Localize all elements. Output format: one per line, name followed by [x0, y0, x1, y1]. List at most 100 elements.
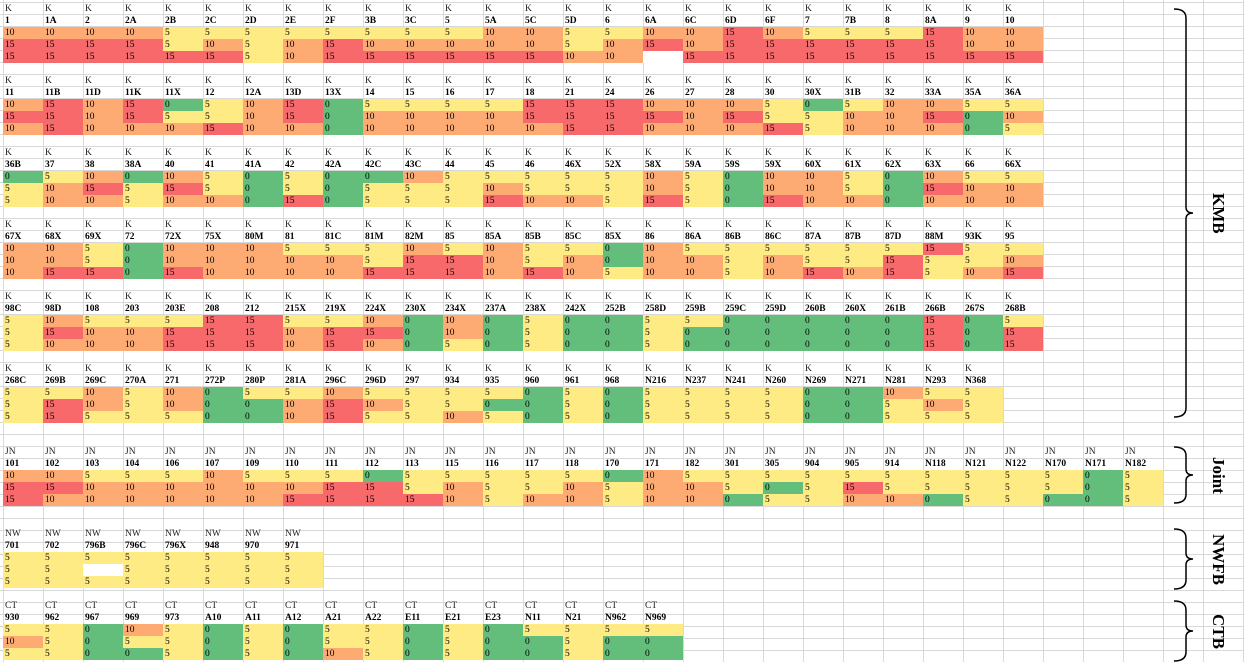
value-cell[interactable]: 5 [443, 387, 483, 399]
operator-cell[interactable]: K [845, 292, 852, 302]
route-cell[interactable]: N170 [1045, 459, 1067, 469]
route-cell[interactable]: N182 [1125, 459, 1147, 469]
operator-cell[interactable]: K [525, 292, 532, 302]
route-cell[interactable]: 62X [885, 160, 902, 170]
route-cell[interactable]: 961 [565, 376, 580, 386]
route-cell[interactable]: 85 [445, 232, 455, 242]
value-cell[interactable]: 0 [843, 315, 883, 327]
value-cell[interactable]: 10 [283, 39, 323, 51]
value-cell[interactable]: 5 [243, 39, 283, 51]
value-cell[interactable]: 10 [123, 482, 163, 494]
operator-cell[interactable]: K [405, 220, 412, 230]
value-cell[interactable]: 5 [443, 470, 483, 482]
operator-cell[interactable]: K [45, 76, 52, 86]
route-cell[interactable]: 6C [685, 16, 697, 26]
value-cell[interactable]: 15 [363, 327, 403, 339]
value-cell[interactable]: 5 [883, 399, 923, 411]
value-cell[interactable]: 10 [563, 255, 603, 267]
route-cell[interactable]: 969 [125, 613, 140, 623]
value-cell[interactable]: 10 [763, 171, 803, 183]
value-cell[interactable]: 5 [1043, 470, 1083, 482]
value-cell[interactable]: 15 [443, 51, 483, 63]
value-cell[interactable]: 5 [123, 183, 163, 195]
value-cell[interactable]: 15 [363, 51, 403, 63]
operator-cell[interactable]: K [725, 364, 732, 374]
value-cell[interactable]: 5 [83, 411, 123, 423]
route-cell[interactable]: A10 [205, 613, 222, 623]
route-cell[interactable]: 27 [685, 88, 695, 98]
value-cell[interactable]: 10 [843, 123, 883, 135]
value-cell[interactable]: 5 [443, 243, 483, 255]
value-cell[interactable]: 15 [403, 255, 443, 267]
value-cell[interactable]: 0 [483, 339, 523, 351]
value-cell[interactable]: 5 [923, 470, 963, 482]
route-cell[interactable]: 109 [245, 459, 260, 469]
value-cell[interactable]: 15 [523, 111, 563, 123]
route-cell[interactable]: 10 [1005, 16, 1015, 26]
value-cell[interactable]: 5 [523, 470, 563, 482]
value-cell[interactable]: 10 [443, 327, 483, 339]
value-cell[interactable]: 10 [323, 387, 363, 399]
route-cell[interactable]: N171 [1085, 459, 1107, 469]
value-cell[interactable]: 10 [123, 27, 163, 39]
operator-cell[interactable]: JN [725, 447, 736, 457]
value-cell[interactable]: 10 [603, 51, 643, 63]
value-cell[interactable]: 5 [3, 576, 43, 588]
operator-cell[interactable]: K [205, 4, 212, 14]
value-cell[interactable]: 10 [283, 399, 323, 411]
value-cell[interactable]: 5 [363, 624, 403, 636]
route-cell[interactable]: N260 [765, 376, 787, 386]
value-cell[interactable]: 10 [283, 123, 323, 135]
value-cell[interactable]: 5 [563, 636, 603, 648]
operator-cell[interactable]: K [165, 220, 172, 230]
route-cell[interactable]: 2B [165, 16, 177, 26]
value-cell[interactable]: 15 [643, 111, 683, 123]
route-cell[interactable]: 796B [85, 541, 106, 551]
value-cell[interactable]: 5 [283, 470, 323, 482]
value-cell[interactable]: 0 [643, 636, 683, 648]
operator-cell[interactable]: K [85, 220, 92, 230]
value-cell[interactable]: 15 [403, 51, 443, 63]
value-cell[interactable]: 5 [203, 27, 243, 39]
route-cell[interactable]: 110 [285, 459, 299, 469]
value-cell[interactable]: 10 [443, 494, 483, 506]
value-cell[interactable]: 15 [163, 267, 203, 279]
value-cell[interactable]: 10 [643, 255, 683, 267]
value-cell[interactable]: 5 [723, 470, 763, 482]
value-cell[interactable]: 0 [403, 315, 443, 327]
value-cell[interactable]: 5 [3, 399, 43, 411]
operator-cell[interactable]: K [605, 4, 612, 14]
value-cell[interactable]: 5 [43, 624, 83, 636]
route-cell[interactable]: 98D [45, 304, 62, 314]
operator-cell[interactable]: K [325, 364, 332, 374]
value-cell[interactable]: 15 [443, 267, 483, 279]
value-cell[interactable]: 10 [883, 494, 923, 506]
operator-cell[interactable]: CT [165, 601, 178, 611]
value-cell[interactable]: 5 [883, 243, 923, 255]
route-cell[interactable]: 63X [925, 160, 942, 170]
value-cell[interactable]: 5 [83, 315, 123, 327]
value-cell[interactable]: 5 [763, 243, 803, 255]
operator-cell[interactable]: K [765, 220, 772, 230]
value-cell[interactable]: 5 [283, 27, 323, 39]
operator-cell[interactable]: K [965, 76, 972, 86]
route-cell[interactable]: 35A [965, 88, 982, 98]
value-cell[interactable]: 5 [963, 255, 1003, 267]
value-cell[interactable]: 10 [243, 494, 283, 506]
route-cell[interactable]: 1 [5, 16, 10, 26]
operator-cell[interactable]: K [5, 4, 12, 14]
route-cell[interactable]: 61X [845, 160, 862, 170]
value-cell[interactable]: 0 [523, 636, 563, 648]
operator-cell[interactable]: K [245, 4, 252, 14]
operator-cell[interactable]: K [965, 220, 972, 230]
value-cell[interactable]: 0 [603, 315, 643, 327]
route-cell[interactable]: 87B [845, 232, 861, 242]
route-cell[interactable]: 11B [45, 88, 61, 98]
value-cell[interactable]: 15 [323, 399, 363, 411]
route-cell[interactable]: N237 [685, 376, 707, 386]
value-cell[interactable]: 5 [603, 27, 643, 39]
route-cell[interactable]: 296C [325, 376, 347, 386]
value-cell[interactable]: 10 [923, 195, 963, 207]
route-cell[interactable]: 203E [165, 304, 186, 314]
